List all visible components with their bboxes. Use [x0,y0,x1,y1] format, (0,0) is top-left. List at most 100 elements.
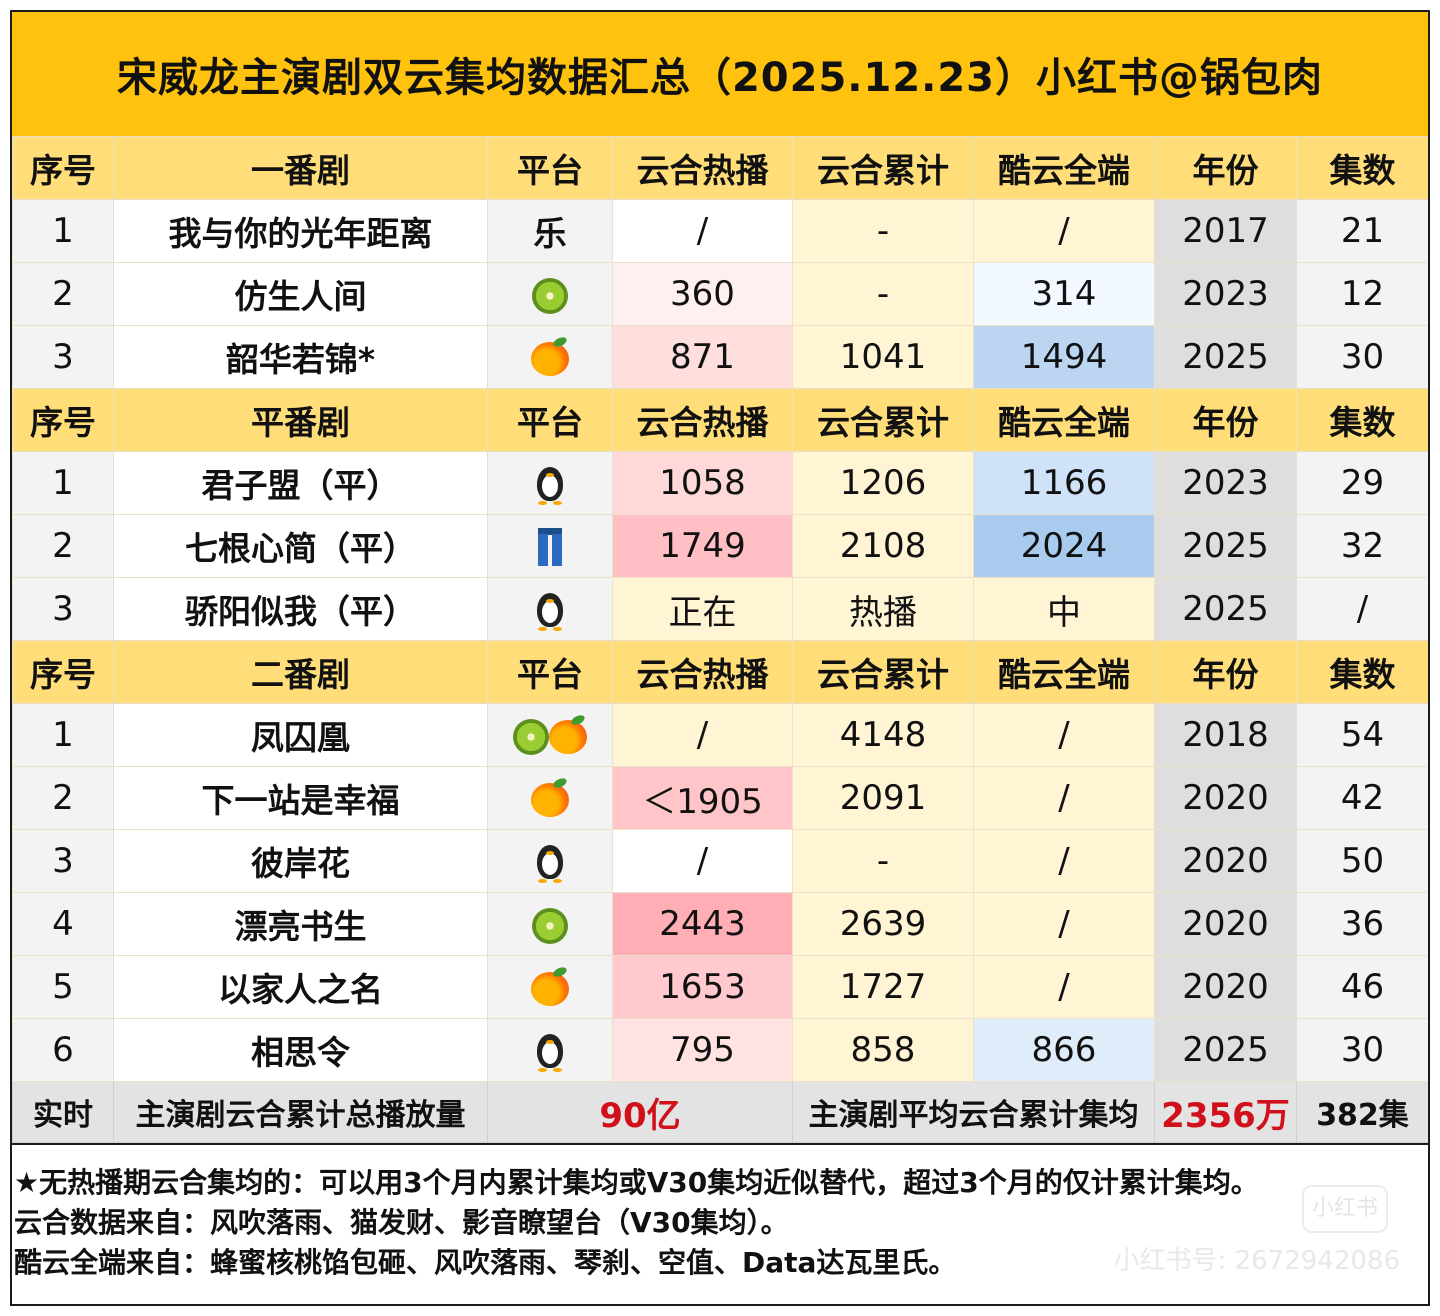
episodes-value: 30 [1296,1018,1428,1082]
episodes-value: 21 [1296,199,1428,263]
yunhe-cum-value: - [792,829,974,893]
episodes-value: 42 [1296,766,1428,830]
episodes-value: 29 [1296,451,1428,515]
kiwi-icon [532,277,568,314]
yunhe-cum-value: 1727 [792,955,974,1019]
row-index: 4 [12,892,114,956]
col-header: 年份 [1154,640,1297,704]
platform-cell [487,514,613,578]
year-value: 2020 [1154,955,1297,1019]
episodes-value: 46 [1296,955,1428,1019]
page-title: 宋威龙主演剧双云集均数据汇总（2025.12.23）小红书@锅包肉 [12,12,1428,136]
drama-name: 我与你的光年距离 [113,199,488,263]
row-index: 6 [12,1018,114,1082]
episodes-value: 12 [1296,262,1428,326]
yunhe-hot-value: 795 [612,1018,793,1082]
table-row: 5 以家人之名 1653 1727/2020 46 [12,955,1428,1019]
row-index: 3 [12,829,114,893]
col-header-index: 序号 [12,640,114,704]
yunhe-hot-value: / [612,829,793,893]
summary-episodes: 382集 [1296,1081,1428,1143]
watermark-logo: 小红书 [1301,1185,1388,1233]
year-value: 2025 [1154,325,1297,389]
table-row: 2 下一站是幸福 ＜1905 2091/2020 42 [12,766,1428,830]
episodes-value: 50 [1296,829,1428,893]
kuyun-value: 866 [973,1018,1155,1082]
platform-cell [487,577,613,641]
col-header: 云合热播 [612,388,793,452]
yunhe-cum-value: 4148 [792,703,974,767]
yunhe-hot-value: 1058 [612,451,793,515]
platform-cell [487,325,613,389]
col-header: 平台 [487,136,613,200]
kuyun-value: 中 [973,577,1155,641]
table-row: 6 相思令 795 858 866 2025 30 [12,1018,1428,1082]
penguin-icon [537,592,563,631]
drama-name: 君子盟（平） [113,451,488,515]
col-header: 酷云全端 [973,388,1155,452]
year-value: 2023 [1154,451,1297,515]
episodes-value: 54 [1296,703,1428,767]
yunhe-cum-value: 2639 [792,892,974,956]
yunhe-cum-value: - [792,262,974,326]
table-row: 1 我与你的光年距离乐 / -/2017 21 [12,199,1428,263]
episodes-value: / [1296,577,1428,641]
kuyun-value: / [973,766,1155,830]
drama-name: 以家人之名 [113,955,488,1019]
yunhe-hot-value: 正在 [612,577,793,641]
watermark: 小红书号: 2672942086 [1113,1246,1400,1276]
platform-cell [487,892,613,956]
section-header-row: 序号 一番剧 平台 云合热播 云合累计 酷云全端 年份 集数 [12,136,1428,200]
row-index: 3 [12,577,114,641]
year-value: 2025 [1154,514,1297,578]
section-header-row: 序号 二番剧 平台 云合热播 云合累计 酷云全端 年份 集数 [12,640,1428,704]
yunhe-hot-value: 1749 [612,514,793,578]
penguin-icon [537,466,563,505]
row-index: 1 [12,199,114,263]
kuyun-value: 314 [973,262,1155,326]
table-row: 2 仿生人间 360-314 2023 12 [12,262,1428,326]
col-header-index: 序号 [12,136,114,200]
year-value: 2020 [1154,766,1297,830]
yunhe-cum-value: 858 [792,1018,974,1082]
yunhe-hot-value: 871 [612,325,793,389]
kuyun-value: 2024 [973,514,1155,578]
year-value: 2025 [1154,1018,1297,1082]
col-header: 年份 [1154,136,1297,200]
col-header: 云合热播 [612,136,793,200]
summary-label: 实时 [12,1081,114,1143]
mango-icon [531,342,569,376]
row-index: 1 [12,451,114,515]
notes: ★无热播期云合集均的：可以用3个月内累计集均或V30集均近似替代，超过3个月的仅… [12,1143,1428,1303]
note-line: 云合数据来自：风吹落雨、猫发财、影音瞭望台（V30集均）。 [14,1206,789,1239]
yunhe-cum-value: 1206 [792,451,974,515]
drama-name: 七根心简（平） [113,514,488,578]
col-header: 集数 [1296,136,1428,200]
col-header: 集数 [1296,388,1428,452]
episodes-value: 30 [1296,325,1428,389]
drama-name: 韶华若锦* [113,325,488,389]
summary-row: 实时 主演剧云合累计总播放量 90亿 主演剧平均云合累计集均 2356万 382集 [12,1081,1428,1143]
kuyun-value: / [973,955,1155,1019]
yunhe-cum-value: - [792,199,974,263]
table-row: 1 君子盟（平） 1058 1206 1166 2023 29 [12,451,1428,515]
yunhe-cum-value: 2091 [792,766,974,830]
drama-name: 骄阳似我（平） [113,577,488,641]
platform-cell [487,766,613,830]
year-value: 2018 [1154,703,1297,767]
drama-name: 仿生人间 [113,262,488,326]
yunhe-cum-value: 2108 [792,514,974,578]
year-value: 2020 [1154,892,1297,956]
mango-icon [531,972,569,1006]
table-row: 3 骄阳似我（平） 正在 热播中 2025/ [12,577,1428,641]
platform-cell [487,451,613,515]
row-index: 2 [12,766,114,830]
episodes-value: 32 [1296,514,1428,578]
kuyun-value: / [973,892,1155,956]
platform-label: 乐 [533,214,567,253]
platform-cell [487,262,613,326]
kuyun-value: 1494 [973,325,1155,389]
col-header: 集数 [1296,640,1428,704]
yunhe-hot-value: / [612,703,793,767]
year-value: 2023 [1154,262,1297,326]
